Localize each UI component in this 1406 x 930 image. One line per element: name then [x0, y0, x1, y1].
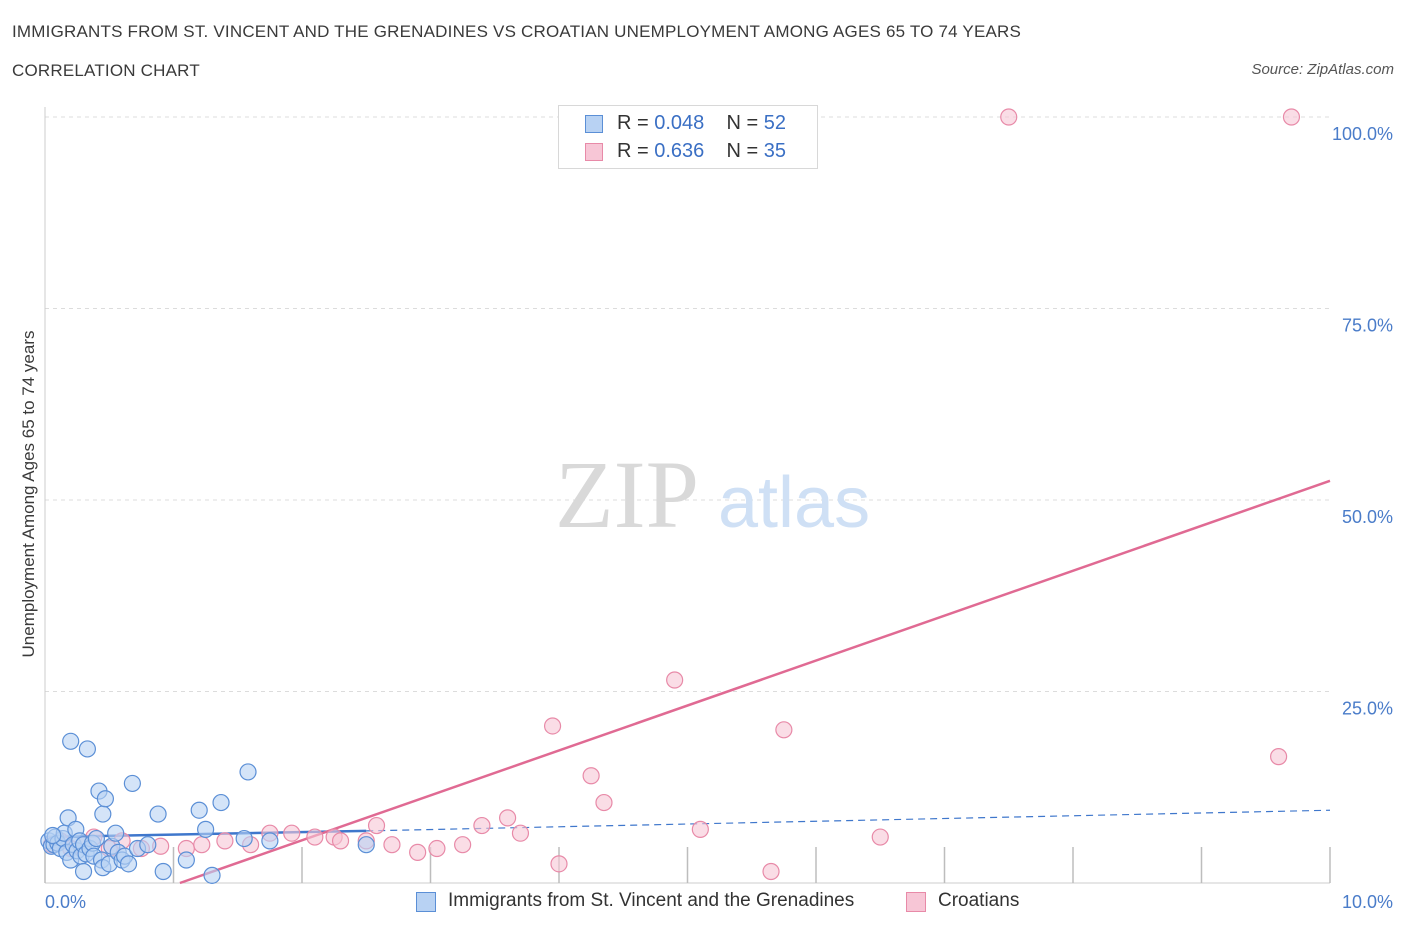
- watermark-atlas: atlas: [718, 463, 870, 543]
- data-point-pink: [216, 832, 234, 850]
- trend-line-pink: [179, 479, 1331, 885]
- data-point-pink: [511, 824, 530, 842]
- legend-blue-r-value: 0.048: [654, 112, 705, 134]
- data-point-blue: [44, 826, 62, 845]
- data-point-pink: [283, 824, 301, 842]
- source-credit: Source: ZipAtlas.com: [1251, 61, 1394, 78]
- legend-pink-r-label: R =: [617, 140, 649, 162]
- x-tick-label: 10.0%: [1342, 892, 1393, 912]
- y-tick-label: 25.0%: [1342, 699, 1393, 719]
- data-point-pink: [428, 839, 446, 858]
- data-point-blue: [94, 805, 112, 823]
- data-points: [40, 108, 1301, 884]
- watermark: ZIP atlas: [555, 441, 870, 548]
- data-point-pink: [1000, 108, 1018, 126]
- legend-pink-n-label: N =: [726, 140, 759, 162]
- data-point-blue: [190, 801, 208, 819]
- data-point-pink: [1282, 108, 1301, 126]
- data-point-pink: [666, 671, 684, 689]
- data-point-pink: [454, 836, 472, 854]
- data-point-pink: [595, 793, 613, 812]
- data-point-pink: [306, 828, 324, 846]
- data-point-blue: [357, 836, 375, 854]
- trend-line-blue-extension: [366, 809, 1331, 832]
- axes: [44, 107, 1331, 884]
- x-tick-label: 0.0%: [45, 892, 86, 912]
- data-point-pink: [367, 816, 386, 835]
- data-point-pink: [582, 767, 600, 785]
- y-tick-label: 50.0%: [1342, 507, 1393, 527]
- data-point-pink: [499, 809, 517, 827]
- data-point-pink: [193, 836, 211, 854]
- legend-blue-r-label: R =: [617, 112, 649, 134]
- y-tick-labels: 25.0% 50.0% 75.0% 100.0%: [1332, 124, 1393, 719]
- x-tick-labels: 0.0% 10.0%: [45, 892, 1393, 912]
- data-point-blue: [107, 824, 125, 842]
- data-point-blue: [212, 793, 230, 812]
- series-swatch-pink: [906, 892, 926, 912]
- y-tick-label: 100.0%: [1332, 124, 1393, 144]
- data-point-blue: [119, 855, 138, 873]
- legend-swatch-blue: [585, 115, 603, 133]
- correlation-legend: R = 0.048 N = 52 R = 0.636 N = 35: [558, 105, 818, 169]
- data-point-blue: [74, 862, 93, 881]
- data-point-pink: [762, 862, 780, 881]
- data-point-pink: [409, 843, 427, 861]
- data-point-pink: [543, 717, 562, 735]
- data-point-blue: [197, 820, 215, 838]
- chart-subtitle: CORRELATION CHART: [12, 61, 200, 80]
- legend-pink-r-value: 0.636: [654, 140, 705, 162]
- y-tick-label: 75.0%: [1342, 316, 1393, 336]
- data-point-blue: [78, 740, 97, 758]
- data-point-blue: [203, 866, 221, 884]
- data-point-pink: [775, 721, 793, 739]
- data-point-blue: [154, 862, 172, 881]
- legend-blue-n-value: 52: [763, 112, 787, 134]
- data-point-blue: [139, 836, 157, 854]
- data-point-blue: [123, 774, 141, 793]
- data-point-pink: [473, 816, 491, 835]
- data-point-blue: [261, 832, 279, 850]
- series-label-pink: Croatians: [938, 890, 1020, 911]
- series-label-blue: Immigrants from St. Vincent and the Gren…: [448, 890, 855, 911]
- data-point-blue: [87, 829, 106, 848]
- data-point-pink: [691, 820, 709, 838]
- data-point-blue: [239, 763, 257, 781]
- data-point-pink: [1269, 748, 1288, 766]
- legend-blue-n-label: N =: [726, 112, 759, 134]
- legend-pink-n-value: 35: [763, 140, 787, 162]
- gridlines: [45, 116, 1330, 692]
- y-axis-label: Unemployment Among Ages 65 to 74 years: [19, 331, 38, 658]
- legend-swatch-pink: [585, 143, 603, 161]
- data-point-blue: [235, 829, 253, 848]
- data-point-pink: [550, 855, 568, 873]
- series-swatch-blue: [416, 892, 436, 912]
- chart-title: IMMIGRANTS FROM ST. VINCENT AND THE GREN…: [12, 22, 1022, 41]
- data-point-blue: [62, 732, 80, 750]
- data-point-blue: [149, 805, 167, 823]
- data-point-pink: [871, 828, 889, 846]
- watermark-zip: ZIP: [555, 441, 699, 548]
- data-point-pink: [383, 836, 401, 854]
- data-point-pink: [331, 832, 350, 850]
- data-point-blue: [96, 790, 114, 808]
- data-point-blue: [177, 851, 195, 869]
